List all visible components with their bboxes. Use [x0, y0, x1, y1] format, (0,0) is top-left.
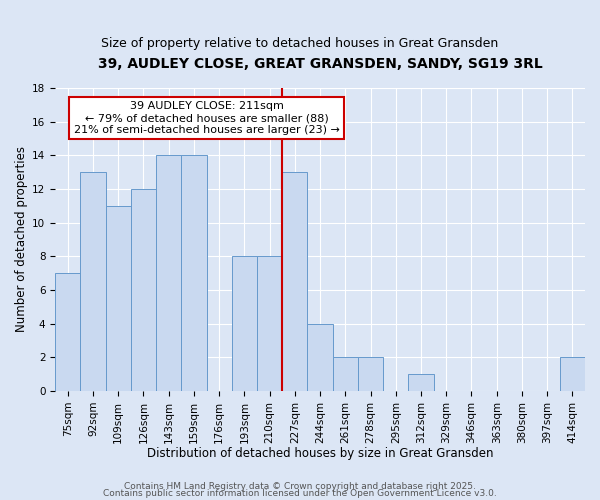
Bar	[80, 172, 106, 391]
Bar	[409, 374, 434, 391]
Bar	[232, 256, 257, 391]
Text: Contains public sector information licensed under the Open Government Licence v3: Contains public sector information licen…	[103, 488, 497, 498]
Bar	[257, 256, 282, 391]
Title: 39, AUDLEY CLOSE, GREAT GRANSDEN, SANDY, SG19 3RL: 39, AUDLEY CLOSE, GREAT GRANSDEN, SANDY,…	[98, 58, 542, 71]
Text: Size of property relative to detached houses in Great Gransden: Size of property relative to detached ho…	[101, 38, 499, 51]
Y-axis label: Number of detached properties: Number of detached properties	[15, 146, 28, 332]
Text: Contains HM Land Registry data © Crown copyright and database right 2025.: Contains HM Land Registry data © Crown c…	[124, 482, 476, 491]
Bar	[106, 206, 131, 391]
Bar	[181, 156, 206, 391]
Bar	[307, 324, 332, 391]
Bar	[358, 358, 383, 391]
Text: 39 AUDLEY CLOSE: 211sqm
← 79% of detached houses are smaller (88)
21% of semi-de: 39 AUDLEY CLOSE: 211sqm ← 79% of detache…	[74, 102, 340, 134]
X-axis label: Distribution of detached houses by size in Great Gransden: Distribution of detached houses by size …	[147, 447, 493, 460]
Bar	[560, 358, 585, 391]
Bar	[131, 189, 156, 391]
Bar	[156, 156, 181, 391]
Bar	[55, 273, 80, 391]
Bar	[332, 358, 358, 391]
Bar	[282, 172, 307, 391]
